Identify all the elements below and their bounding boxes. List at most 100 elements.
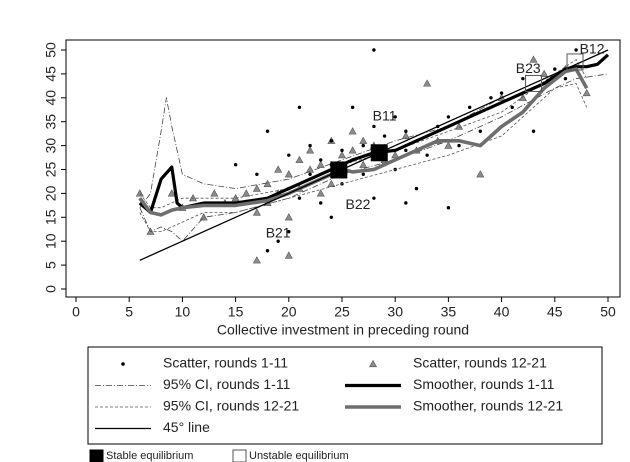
triangle	[316, 189, 325, 197]
dot	[531, 129, 536, 133]
dot	[372, 124, 376, 129]
y-tick-label: 25	[43, 162, 59, 178]
x-tick-label: 5	[125, 304, 133, 320]
triangle	[242, 189, 251, 197]
triangle	[306, 165, 315, 173]
x-tick-label: 0	[72, 304, 80, 320]
triangle	[135, 189, 144, 197]
triangle	[348, 146, 357, 154]
line-dashdot	[139, 49, 609, 208]
annotation: B12	[580, 41, 605, 57]
x-tick-label: 15	[228, 304, 244, 320]
line-thick	[138, 53, 610, 215]
dot	[319, 201, 323, 205]
dot	[372, 48, 376, 52]
line-thickgray	[138, 67, 589, 217]
dot	[308, 172, 312, 176]
y-tick-label: 15	[43, 209, 59, 225]
dot	[393, 115, 397, 119]
dot	[287, 153, 291, 157]
triangle	[476, 170, 485, 178]
triangle	[199, 213, 208, 221]
legend-label: 95% CI, rounds 1-11	[163, 376, 291, 392]
x-tick-label: 10	[175, 304, 191, 320]
triangle	[295, 155, 304, 164]
dot	[255, 172, 259, 176]
triangle	[274, 165, 283, 173]
y-tick-label: 20	[43, 185, 59, 201]
line-dash	[139, 59, 588, 209]
legend-label: Scatter, rounds 12-21	[413, 355, 547, 371]
dot	[276, 239, 280, 243]
dot	[467, 105, 472, 110]
y-tick-label: 10	[43, 233, 59, 249]
dot	[446, 206, 451, 210]
dot	[563, 76, 568, 81]
x-axis-label: Collective investment in preceding round	[217, 322, 469, 338]
dot	[372, 196, 376, 200]
x-tick-label: 30	[387, 304, 403, 320]
triangle	[518, 93, 527, 101]
dot	[489, 96, 493, 100]
triangle	[252, 208, 261, 216]
dot	[361, 143, 365, 148]
dot	[319, 158, 323, 162]
triangle	[582, 88, 591, 97]
x-tick-label: 45	[547, 304, 563, 320]
x-tick-label: 35	[441, 304, 457, 320]
dot	[457, 143, 461, 148]
triangle	[284, 170, 293, 178]
triangle	[284, 213, 293, 221]
triangle	[444, 141, 453, 149]
legend-box	[87, 346, 603, 445]
legend-label: 45° line	[163, 419, 210, 435]
triangle	[540, 69, 549, 77]
y-tick-label: 35	[43, 114, 59, 130]
dot	[308, 143, 312, 148]
triangle	[306, 146, 315, 154]
triangle	[401, 131, 410, 140]
dot	[329, 139, 334, 143]
triangle	[252, 184, 261, 192]
dot	[425, 153, 429, 157]
dot	[510, 105, 514, 110]
legend-symbol	[368, 359, 378, 368]
y-tick-label: 50	[43, 42, 59, 58]
x-tick-label: 40	[494, 304, 510, 320]
dot	[340, 148, 344, 153]
dot	[265, 129, 270, 133]
dot	[574, 48, 578, 52]
triangle	[252, 256, 261, 264]
legend-symbol	[232, 449, 247, 462]
triangle	[423, 79, 432, 87]
dot	[329, 215, 334, 219]
triangle	[359, 136, 368, 144]
dot	[553, 67, 557, 71]
x-tick-label: 20	[281, 304, 297, 320]
equilibrium	[330, 161, 348, 179]
dot	[297, 105, 302, 110]
dot	[478, 129, 483, 133]
dot	[499, 91, 504, 95]
triangle	[167, 189, 176, 197]
legend-label: Smoother, rounds 1-11	[413, 376, 555, 392]
dot	[287, 229, 291, 234]
dot	[361, 172, 365, 176]
dot	[382, 134, 387, 138]
legend-symbol	[121, 362, 125, 366]
annotation: B21	[266, 225, 291, 241]
annotation: B11	[373, 108, 397, 124]
triangle	[210, 189, 219, 197]
dot	[414, 186, 419, 191]
dot	[404, 201, 408, 205]
x-tick-label: 50	[600, 304, 616, 320]
legend-label: Smoother, rounds 12-21	[413, 398, 563, 414]
dot	[521, 76, 525, 81]
legend-label: Stable equilibrium	[106, 450, 193, 462]
dot	[446, 115, 451, 119]
legend-label: 95% CI, rounds 12-21	[163, 398, 299, 414]
dot	[233, 163, 238, 167]
annotation: B22	[345, 196, 370, 212]
annotation: B23	[516, 60, 541, 76]
legend-symbol	[89, 449, 104, 462]
